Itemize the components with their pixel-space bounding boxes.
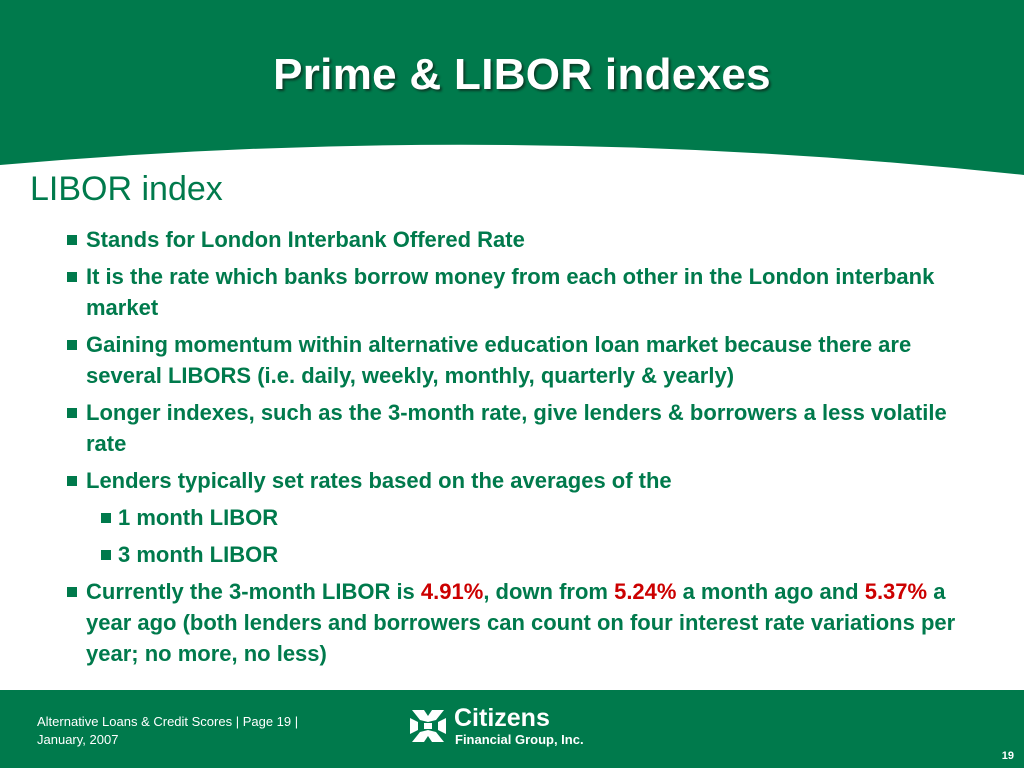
bullet-text-part: , down from [483, 579, 615, 604]
bullet-item: Gaining momentum within alternative educ… [0, 329, 966, 391]
slide-footer: Alternative Loans & Credit Scores | Page… [0, 690, 1024, 768]
sub-bullet-item: 3 month LIBOR [0, 539, 998, 570]
square-bullet-icon [67, 340, 77, 350]
bullet-text: Longer indexes, such as the 3-month rate… [86, 400, 947, 456]
logo-subtitle: Financial Group, Inc. [455, 732, 584, 747]
footer-date: January, 2007 [37, 732, 119, 747]
square-bullet-icon [67, 272, 77, 282]
bullet-item: Lenders typically set rates based on the… [0, 465, 966, 496]
bullet-text: Gaining momentum within alternative educ… [86, 332, 912, 388]
slide-title: Prime & LIBOR indexes [273, 50, 771, 99]
sub-bullet-text: 1 month LIBOR [118, 505, 279, 530]
month-ago-rate-value: 5.24% [614, 579, 677, 604]
header-banner [0, 0, 1024, 175]
bullet-text: Lenders typically set rates based on the… [86, 468, 672, 493]
year-ago-rate-value: 5.37% [864, 579, 928, 604]
bullet-item: Currently the 3-month LIBOR is 4.91%, do… [0, 576, 966, 669]
page-number: 19 [1001, 750, 1014, 762]
bullet-text-part: a year ago (both lenders and borrowers c… [86, 579, 956, 666]
footer-text: Alternative Loans & Credit Scores | Page… [37, 713, 298, 749]
sub-bullet-item: 1 month LIBOR [0, 502, 998, 533]
bullet-text-part: Currently the 3-month LIBOR is [86, 579, 421, 604]
bullet-item: It is the rate which banks borrow money … [0, 261, 966, 323]
bullet-item: Stands for London Interbank Offered Rate [0, 224, 966, 255]
bullet-list: Stands for London Interbank Offered Rate… [0, 224, 1024, 675]
bullet-text: Stands for London Interbank Offered Rate [86, 227, 525, 252]
square-bullet-icon [101, 513, 111, 523]
slide-header: Prime & LIBOR indexes [0, 0, 1024, 200]
bullet-text: It is the rate which banks borrow money … [86, 264, 935, 320]
square-bullet-icon [67, 408, 77, 418]
square-bullet-icon [67, 476, 77, 486]
section-heading: LIBOR index [30, 170, 223, 208]
logo-name: Citizens [454, 704, 550, 732]
current-rate-value: 4.91% [420, 579, 484, 604]
square-bullet-icon [67, 235, 77, 245]
bullet-item: Longer indexes, such as the 3-month rate… [0, 397, 966, 459]
sub-bullet-text: 3 month LIBOR [118, 542, 279, 567]
square-bullet-icon [101, 550, 111, 560]
footer-line: Alternative Loans & Credit Scores | Page… [37, 714, 299, 729]
citizens-logo-icon [410, 710, 446, 742]
bullet-text-part: a month ago and [676, 579, 865, 604]
square-bullet-icon [67, 587, 77, 597]
